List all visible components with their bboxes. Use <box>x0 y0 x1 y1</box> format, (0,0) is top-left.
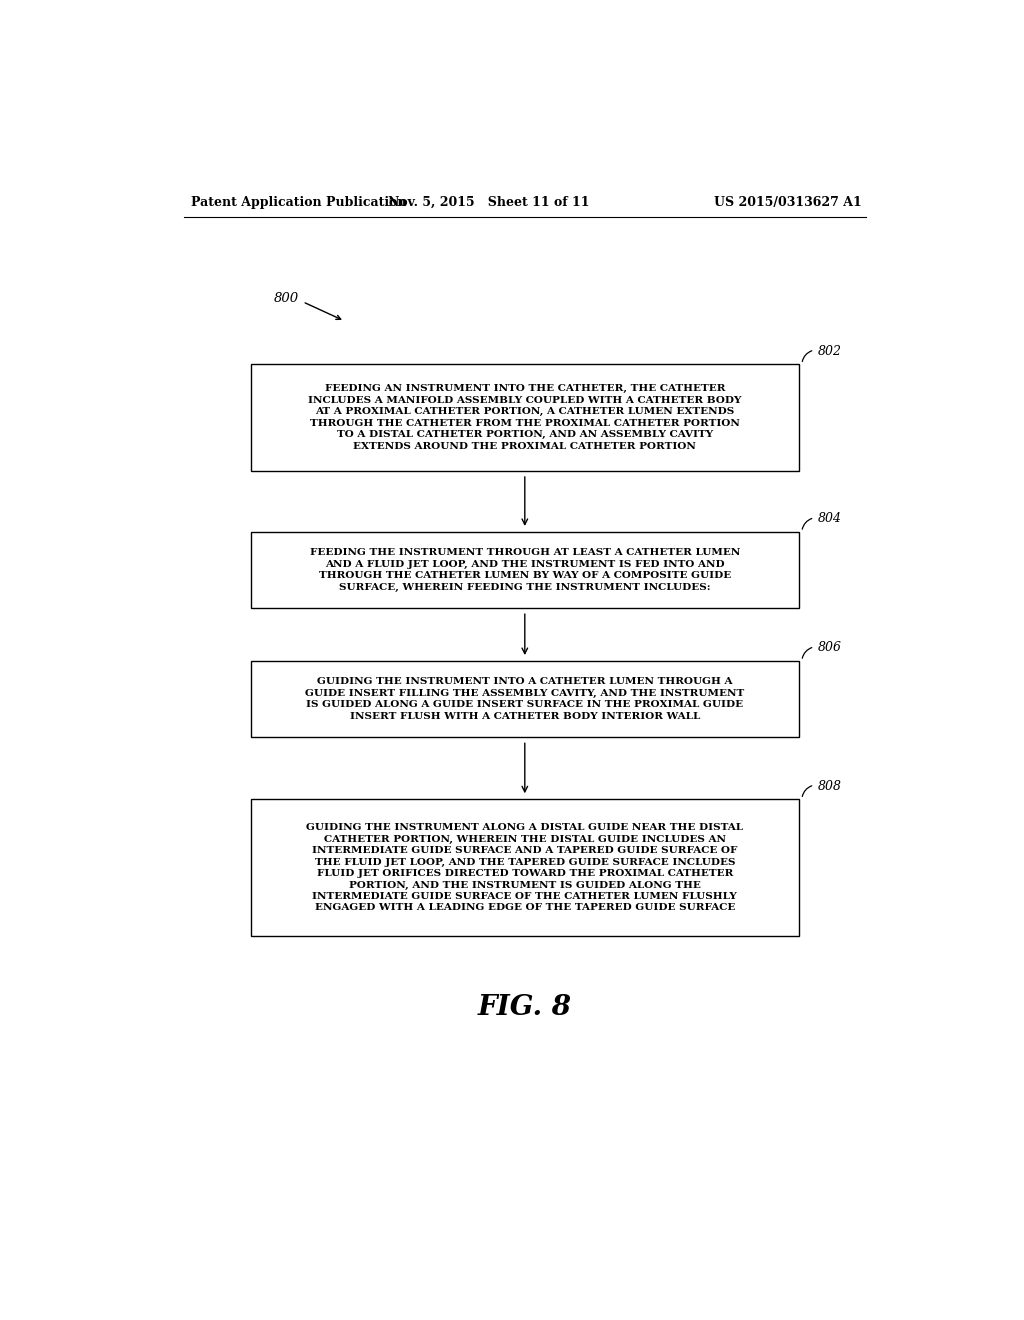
FancyBboxPatch shape <box>251 661 799 738</box>
Text: 808: 808 <box>817 780 842 792</box>
Text: Patent Application Publication: Patent Application Publication <box>191 195 407 209</box>
Text: FEEDING AN INSTRUMENT INTO THE CATHETER, THE CATHETER
INCLUDES A MANIFOLD ASSEMB: FEEDING AN INSTRUMENT INTO THE CATHETER,… <box>308 384 741 450</box>
Text: 806: 806 <box>817 642 842 655</box>
FancyBboxPatch shape <box>251 364 799 471</box>
Text: FIG. 8: FIG. 8 <box>478 994 571 1020</box>
Text: GUIDING THE INSTRUMENT INTO A CATHETER LUMEN THROUGH A
GUIDE INSERT FILLING THE : GUIDING THE INSTRUMENT INTO A CATHETER L… <box>305 677 744 721</box>
FancyBboxPatch shape <box>251 799 799 936</box>
FancyBboxPatch shape <box>251 532 799 609</box>
Text: 800: 800 <box>273 292 299 305</box>
Text: 802: 802 <box>817 345 842 358</box>
Text: US 2015/0313627 A1: US 2015/0313627 A1 <box>715 195 862 209</box>
Text: 804: 804 <box>817 512 842 525</box>
Text: GUIDING THE INSTRUMENT ALONG A DISTAL GUIDE NEAR THE DISTAL
CATHETER PORTION, WH: GUIDING THE INSTRUMENT ALONG A DISTAL GU… <box>306 824 743 912</box>
Text: Nov. 5, 2015   Sheet 11 of 11: Nov. 5, 2015 Sheet 11 of 11 <box>388 195 590 209</box>
Text: FEEDING THE INSTRUMENT THROUGH AT LEAST A CATHETER LUMEN
AND A FLUID JET LOOP, A: FEEDING THE INSTRUMENT THROUGH AT LEAST … <box>309 548 740 591</box>
